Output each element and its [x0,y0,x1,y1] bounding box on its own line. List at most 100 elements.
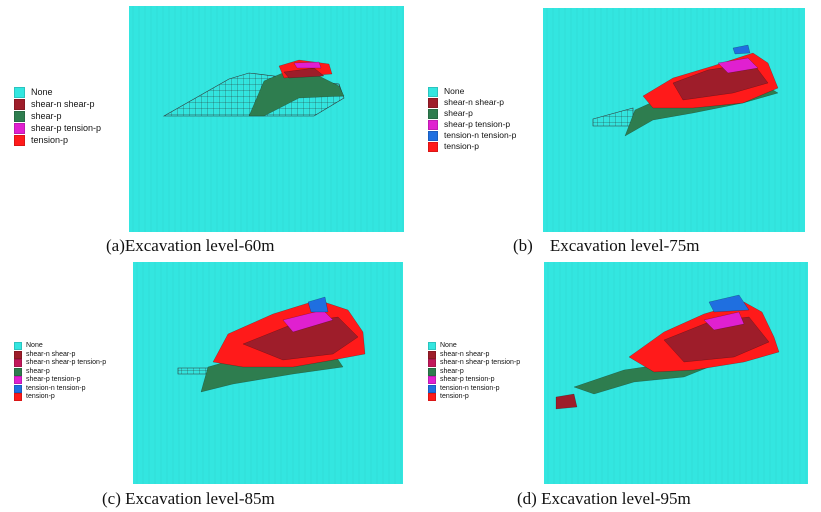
none-zone-background [129,6,404,232]
zone-tension-n-tension-p [307,296,329,313]
legend-swatch [14,350,22,359]
legend-swatch [428,393,436,402]
plasticity-plot-c [133,262,403,484]
zone-shear-n-shear-p [672,62,769,101]
legend-label: shear-n shear-p tension-p [440,359,521,366]
legend-swatch [428,384,436,393]
plasticity-zone-svg [133,262,403,484]
legend-label: tension-n tension-p [26,384,86,392]
legend-swatch [428,119,438,130]
plasticity-zone-svg [544,262,808,484]
legend-label: shear-p tension-p [31,123,102,133]
legend-item: tension-p [428,393,520,402]
legend-label: None [26,342,43,349]
plasticity-plot-a [129,6,404,232]
legend-label: None [440,342,457,349]
legend-label: shear-n shear-p tension-p [26,359,107,366]
legend-label: tension-p [26,393,55,400]
legend-item: shear-p tension-p [14,376,106,385]
legend-item: tension-p [14,393,106,402]
legend-label: tension-p [440,393,469,400]
legend-item: shear-n shear-p tension-p [14,359,106,368]
zone-shear-n-shear-p [283,67,325,79]
legend-swatch [14,384,22,393]
legend-swatch [14,110,25,122]
legend-item: None [428,86,516,97]
legend-label: shear-p [444,108,473,118]
legend-label: shear-p [31,111,62,121]
legend-item: shear-p [14,110,101,122]
legend-label: shear-n shear-p [31,99,95,109]
legend-label: shear-p [26,367,50,375]
legend-a: None shear-n shear-p shear-p shear-p tensio… [14,86,101,146]
legend-item: shear-p tension-p [428,376,520,385]
legend-item: None [14,342,106,351]
legend-swatch [14,122,25,134]
legend-swatch [428,130,438,141]
legend-item: shear-n shear-p tension-p [428,359,520,368]
legend-swatch [14,376,22,385]
legend-swatch [14,86,25,98]
legend-label: shear-p [440,367,464,375]
legend-swatch [428,367,436,376]
legend-item: shear-p [428,108,516,119]
legend-swatch [14,367,22,376]
legend-item: None [428,342,520,351]
legend-label: shear-p tension-p [26,376,81,383]
zone-tension-n-tension-p [708,294,750,313]
zone-shear-p-tension-p [703,311,745,331]
zone-shear-p-tension-p [282,309,334,333]
legend-swatch [14,359,22,368]
legend-item: tension-p [14,134,101,146]
legend-swatch [428,376,436,385]
legend-item: shear-p [428,368,520,377]
caption-c: (c) Excavation level-85m [102,489,275,508]
legend-swatch [428,108,438,119]
legend-label: shear-p tension-p [440,376,495,383]
legend-swatch [14,393,22,402]
legend-label: tension-p [31,135,69,145]
legend-label: None [444,86,465,96]
excavation-mesh [178,368,213,374]
legend-item: tension-n tension-p [428,130,516,141]
caption-b: (b) Excavation level-75m [513,236,700,255]
legend-swatch [14,134,25,146]
legend-item: None [14,86,101,98]
legend-swatch [428,359,436,368]
legend-item: tension-n tension-p [14,385,106,394]
plasticity-zone-svg [129,6,404,232]
legend-item: shear-n shear-p [14,98,101,110]
legend-swatch [428,97,438,108]
legend-swatch [428,86,438,97]
plasticity-zone-svg [543,8,805,232]
legend-item: tension-n tension-p [428,385,520,394]
legend-item: tension-p [428,141,516,152]
legend-label: shear-n shear-p [440,350,490,358]
legend-label: shear-p tension-p [444,119,511,129]
zone-shear-p-tension-p [293,61,322,69]
zone-shear-p-tension-p [717,57,759,74]
legend-item: shear-n shear-p [428,351,520,360]
legend-item: shear-p tension-p [428,119,516,130]
legend-item: shear-p [14,368,106,377]
legend-item: shear-p tension-p [14,122,101,134]
legend-swatch [428,350,436,359]
legend-c: None shear-n shear-p shear-n shear-p tensi… [14,342,106,402]
legend-item: shear-n shear-p [428,97,516,108]
legend-label: tension-n tension-p [444,130,517,140]
zone-shear-p [248,65,345,117]
legend-label: None [31,87,53,97]
zone-tension-n-tension-p [732,44,751,55]
legend-label: tension-p [444,141,479,151]
plasticity-plot-d [544,262,808,484]
legend-b: None shear-n shear-p shear-p shear-p tensio… [428,86,516,152]
legend-swatch [428,141,438,152]
legend-label: shear-n shear-p [26,350,76,358]
legend-label: tension-n tension-p [440,384,500,392]
caption-a: (a)Excavation level-60m [106,236,275,255]
legend-label: shear-n shear-p [444,97,505,107]
zone-shear-n-shear-p [555,393,578,410]
legend-swatch [14,342,22,351]
plasticity-plot-b [543,8,805,232]
legend-swatch [14,98,25,110]
